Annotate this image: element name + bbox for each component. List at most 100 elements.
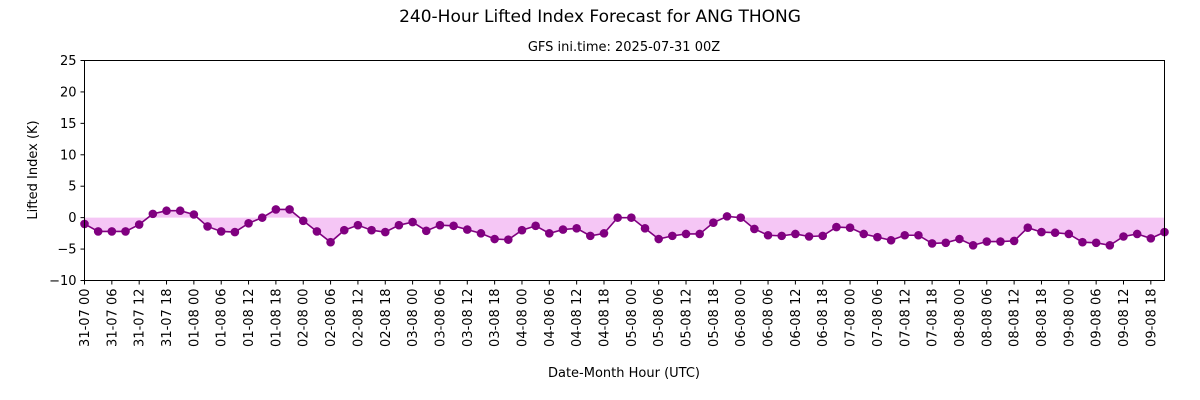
- data-point: [271, 205, 281, 214]
- x-tick-label: 02-08 06: [324, 289, 339, 347]
- data-point: [298, 216, 308, 226]
- data-point: [545, 229, 554, 238]
- x-tick-label: 08-08 00: [953, 289, 968, 347]
- data-point: [763, 230, 773, 240]
- x-tick-label: 04-08 06: [543, 289, 558, 347]
- x-tick-label: 08-08 18: [1035, 289, 1050, 347]
- data-point: [668, 231, 677, 241]
- data-point: [982, 237, 992, 246]
- x-tick-label: 09-08 18: [1144, 289, 1159, 347]
- data-point: [941, 238, 951, 248]
- x-tick-label: 02-08 18: [379, 289, 394, 347]
- data-point: [791, 229, 800, 239]
- x-tick-label: 08-08 12: [1008, 289, 1023, 347]
- data-point: [175, 206, 185, 216]
- x-tick-label: 06-08 18: [816, 289, 831, 347]
- data-point: [627, 213, 636, 222]
- x-tick-label: 31-07 00: [78, 289, 93, 347]
- data-point: [462, 225, 472, 234]
- x-tick-label: 01-08 18: [269, 289, 284, 347]
- data-point: [1146, 234, 1156, 243]
- data-point: [804, 232, 814, 241]
- x-tick-label: 05-08 12: [680, 289, 695, 347]
- data-point: [162, 206, 171, 216]
- data-point: [681, 229, 691, 239]
- x-tick-label: 07-08 06: [871, 289, 886, 347]
- data-point: [777, 231, 787, 241]
- data-point: [1132, 229, 1142, 239]
- x-tick-label: 01-08 00: [187, 289, 202, 347]
- x-tick-label: 02-08 00: [297, 289, 312, 347]
- data-point: [421, 226, 431, 236]
- x-tick-label: 05-08 18: [707, 289, 722, 347]
- data-point: [148, 209, 158, 219]
- y-tick-label: 10: [60, 148, 77, 163]
- x-tick-label: 31-07 06: [105, 289, 120, 347]
- data-point: [736, 213, 746, 222]
- data-point: [914, 230, 923, 240]
- x-tick-label: 31-07 12: [133, 289, 148, 347]
- data-point: [968, 241, 978, 250]
- data-point: [367, 225, 376, 235]
- data-point: [558, 225, 568, 234]
- y-tick-label: 0: [68, 211, 76, 226]
- y-tick-label: 25: [60, 54, 77, 69]
- data-point: [435, 220, 445, 230]
- x-tick-label: 06-08 12: [789, 289, 804, 347]
- data-point: [216, 227, 226, 236]
- data-point: [353, 220, 363, 230]
- area-fill-path: [84, 209, 1165, 246]
- data-point: [380, 227, 390, 237]
- x-tick-label: 06-08 00: [734, 289, 749, 347]
- data-point: [531, 221, 540, 231]
- data-point: [572, 224, 581, 233]
- data-point: [1105, 241, 1115, 250]
- x-tick-label: 05-08 06: [652, 289, 667, 347]
- x-tick-label: 08-08 06: [980, 289, 995, 347]
- data-point: [134, 220, 144, 229]
- x-tick-label: 07-08 12: [898, 289, 913, 347]
- x-tick-label: 04-08 00: [515, 289, 530, 347]
- x-tick-label: 04-08 12: [570, 289, 585, 347]
- data-point: [257, 213, 267, 222]
- data-point: [203, 222, 212, 231]
- data-point: [1091, 238, 1101, 248]
- data-point: [955, 234, 964, 244]
- data-point: [1064, 229, 1074, 239]
- data-point: [886, 235, 896, 245]
- data-point: [845, 223, 855, 232]
- x-tick-label: 05-08 00: [625, 289, 640, 347]
- x-tick-label: 09-08 06: [1090, 289, 1105, 347]
- y-tick-label: −10: [49, 274, 76, 289]
- data-point: [927, 239, 937, 248]
- y-axis-label: Lifted Index (K): [26, 120, 41, 219]
- x-tick-label: 09-08 12: [1117, 289, 1132, 347]
- data-point: [93, 227, 103, 236]
- x-tick-label: 01-08 12: [242, 289, 257, 347]
- data-point: [1078, 237, 1087, 247]
- x-axis-label: Date-Month Hour (UTC): [548, 366, 700, 381]
- data-point: [394, 220, 404, 230]
- negative-area-fill: [84, 209, 1165, 246]
- data-point: [121, 227, 130, 236]
- data-point: [312, 227, 322, 236]
- data-point: [107, 227, 117, 236]
- data-point: [449, 221, 458, 231]
- x-axis-ticks: 31-07 00 31-07 06 31-07 12 31-07 18 01-08 00…: [78, 280, 1159, 347]
- data-point: [900, 230, 910, 240]
- x-tick-label: 02-08 12: [351, 289, 366, 347]
- data-point: [1119, 232, 1128, 241]
- y-axis-ticks: −10 −5 0 5 10 15 20 25: [49, 54, 85, 289]
- x-tick-label: 06-08 06: [762, 289, 777, 347]
- data-point: [1009, 236, 1019, 246]
- data-point: [1023, 223, 1033, 232]
- x-tick-label: 04-08 18: [597, 289, 612, 347]
- x-tick-label: 03-08 00: [406, 289, 421, 347]
- data-point: [818, 231, 828, 241]
- data-point: [859, 229, 869, 239]
- data-point: [517, 225, 527, 235]
- data-point: [654, 234, 663, 244]
- data-point: [1050, 228, 1060, 238]
- data-point: [476, 229, 486, 238]
